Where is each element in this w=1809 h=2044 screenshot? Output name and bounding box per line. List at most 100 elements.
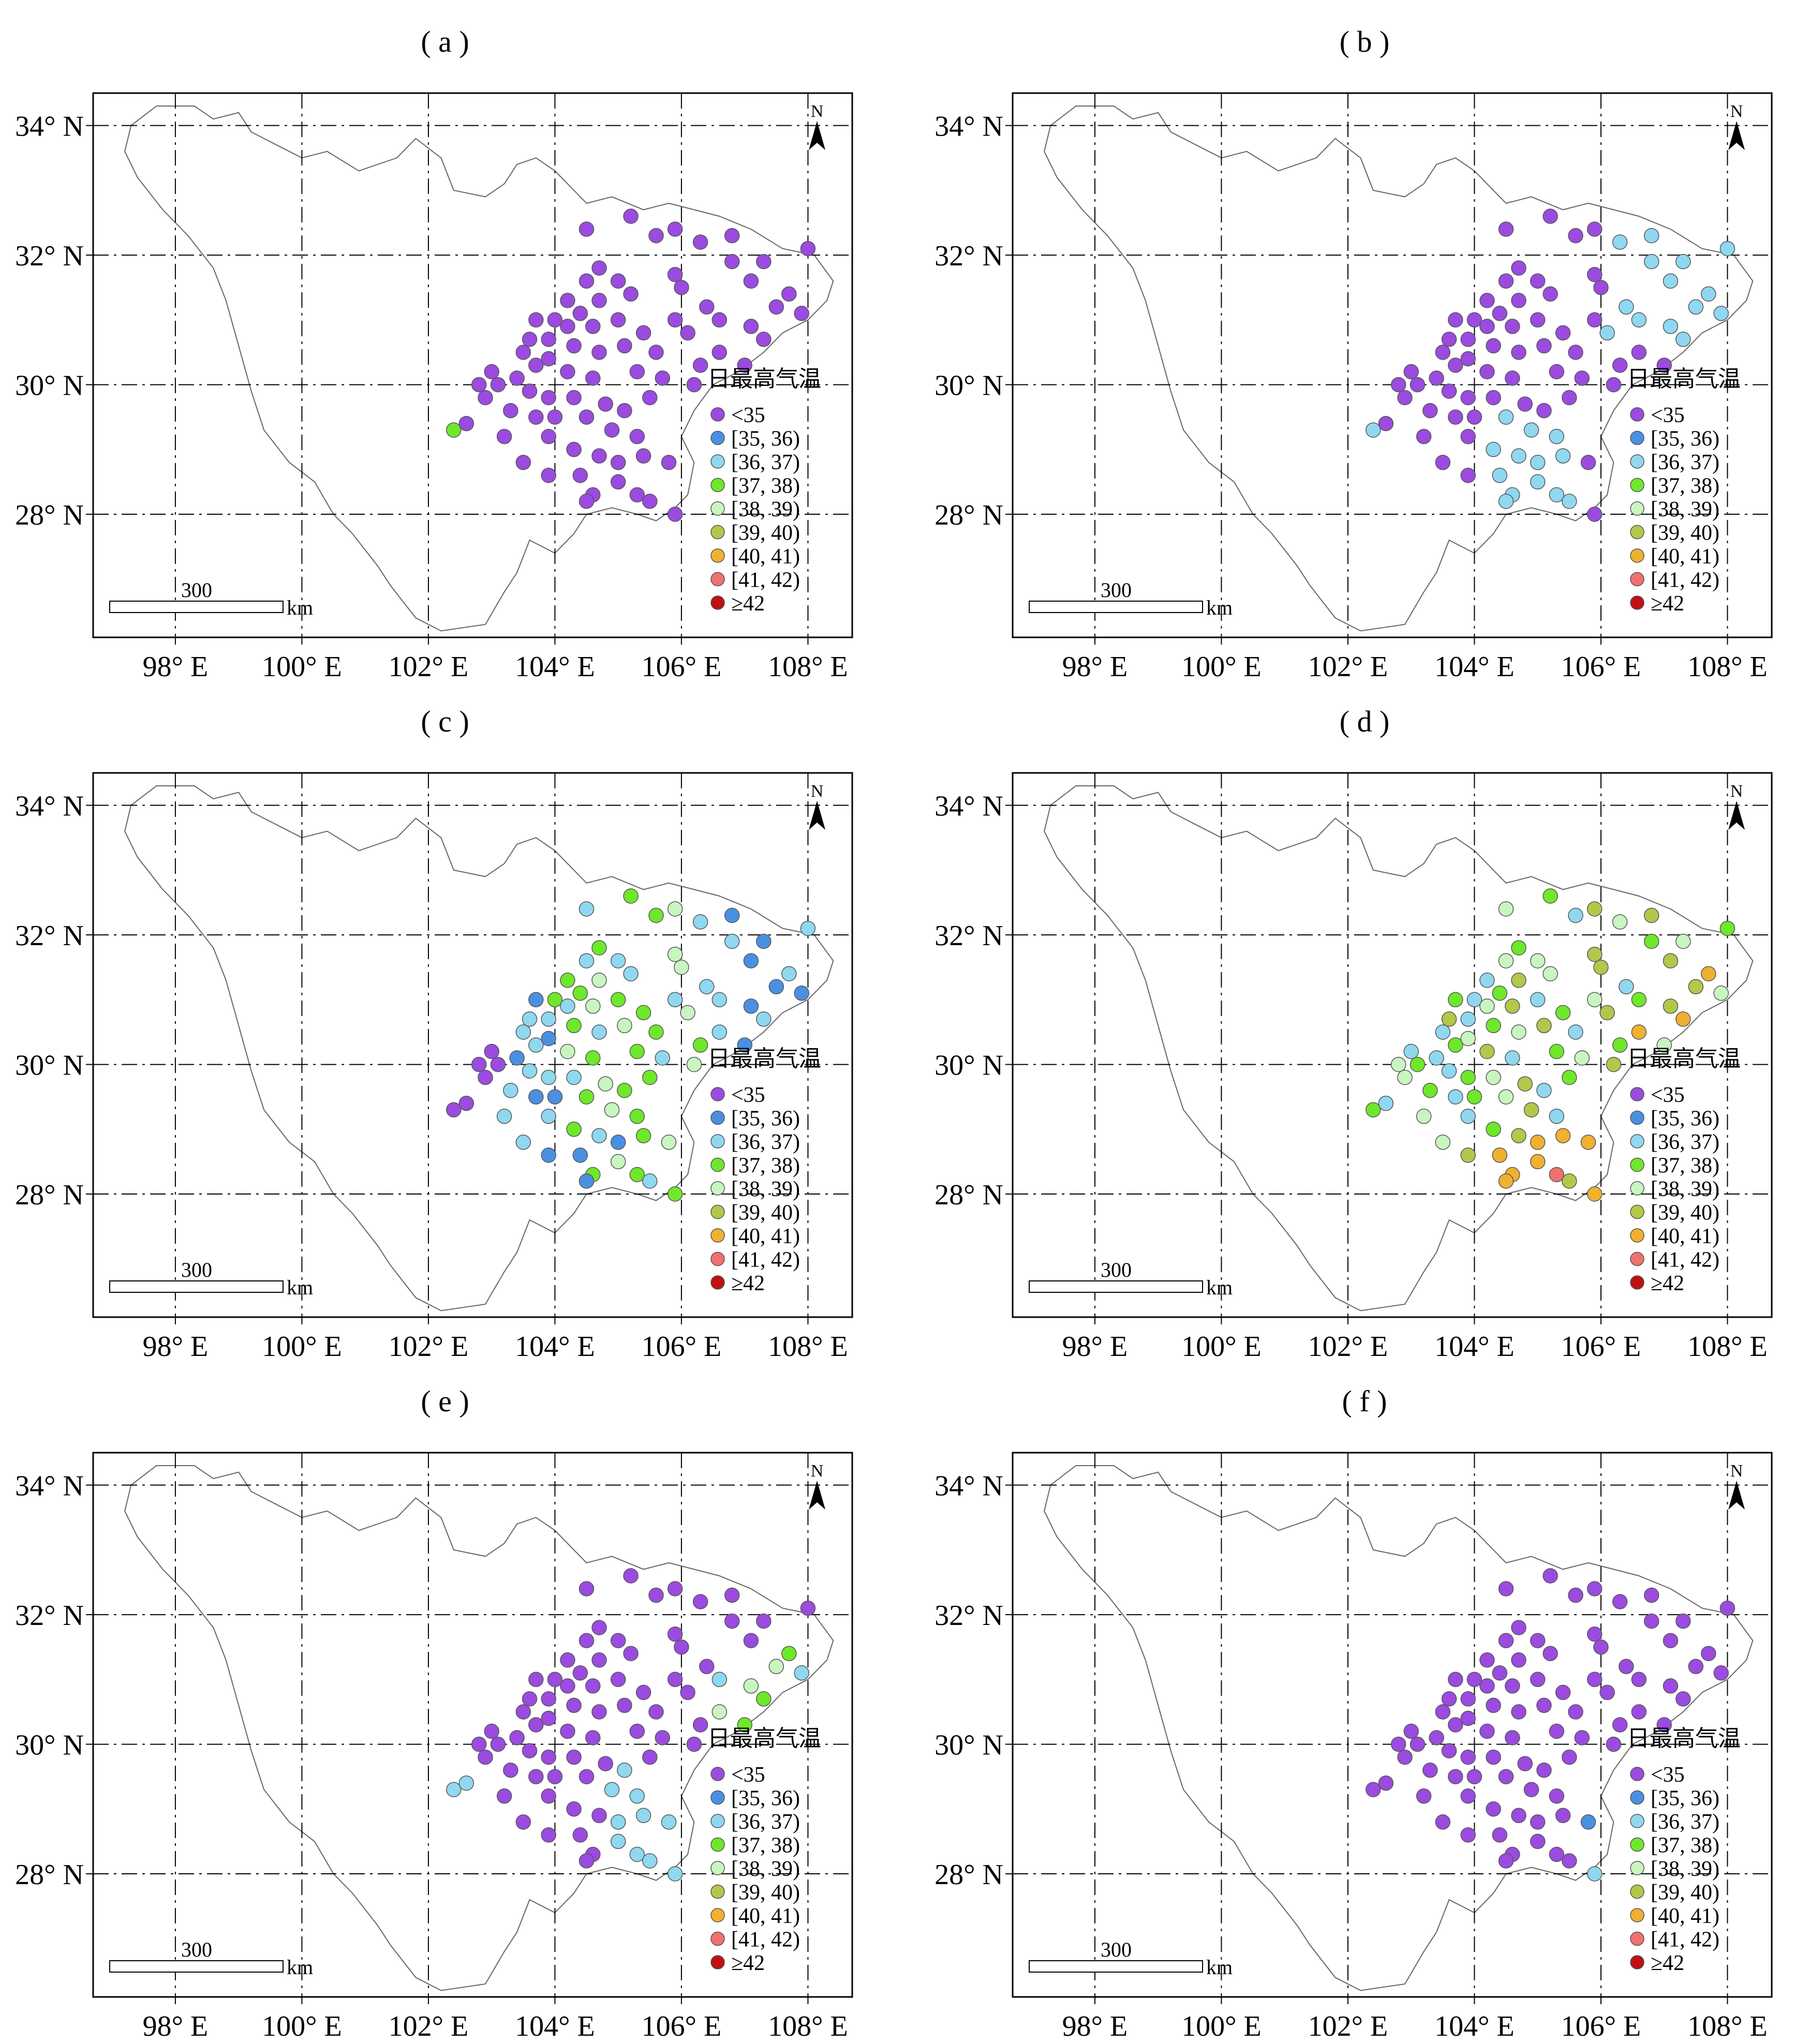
station-point	[1511, 1024, 1526, 1040]
lon-label: 108° E	[768, 2010, 848, 2042]
station-point	[1713, 986, 1729, 1001]
scale-unit: km	[287, 596, 313, 619]
station-point	[579, 1853, 595, 1869]
lon-label: 104° E	[515, 651, 595, 683]
station-point	[1460, 1011, 1476, 1027]
lon-label: 98° E	[143, 651, 209, 683]
panel-label: ( e )	[421, 1384, 469, 1418]
lon-label: 102° E	[1308, 2010, 1388, 2042]
station-point	[623, 966, 639, 981]
station-point	[1530, 1814, 1546, 1830]
station-point	[699, 299, 715, 315]
station-point	[566, 442, 582, 457]
station-point	[1448, 1037, 1463, 1053]
lat-label: 34° N	[15, 1470, 84, 1502]
station-point	[648, 1587, 664, 1603]
station-point	[1675, 332, 1691, 347]
station-point	[1460, 390, 1476, 406]
lat-label: 30° N	[15, 1050, 84, 1082]
legend-swatch	[710, 1134, 725, 1148]
station-point	[743, 1633, 759, 1648]
station-point	[667, 266, 683, 282]
station-point	[610, 992, 626, 1008]
lon-label: 100° E	[1181, 2010, 1262, 2042]
station-point	[667, 901, 683, 917]
station-point	[591, 1808, 607, 1824]
province-boundary	[124, 785, 834, 1311]
station-point	[1466, 1769, 1482, 1784]
station-point	[1643, 228, 1659, 244]
scale-label: 300	[181, 1938, 212, 1961]
station-point	[1612, 1594, 1628, 1609]
station-point	[1448, 992, 1463, 1008]
station-point	[1530, 1135, 1546, 1150]
station-point	[1586, 992, 1603, 1008]
legend-item-label: [38, 39)	[731, 1177, 800, 1201]
station-point	[1631, 1672, 1647, 1688]
station-point	[667, 946, 683, 962]
station-point	[617, 1762, 632, 1778]
legend-item-label: [40, 41)	[731, 1225, 800, 1248]
station-point	[667, 992, 683, 1008]
station-point	[579, 1633, 595, 1648]
legend-swatch	[1630, 1087, 1644, 1101]
station-point	[503, 1082, 518, 1098]
legend-item-label: [41, 42)	[1651, 1928, 1719, 1952]
legend-swatch	[710, 548, 725, 563]
station-point	[528, 992, 544, 1008]
legend-item-label: [40, 41)	[1651, 545, 1719, 569]
lat-label: 34° N	[935, 1470, 1003, 1502]
station-point	[515, 1024, 531, 1040]
legend-swatch	[710, 478, 725, 493]
station-point	[1586, 1186, 1603, 1202]
station-point	[724, 933, 740, 949]
lon-label: 108° E	[1687, 1331, 1768, 1363]
station-point	[756, 933, 772, 949]
station-point	[1523, 422, 1539, 438]
legend-swatch	[1630, 1814, 1644, 1828]
legend-swatch	[710, 1884, 725, 1899]
station-point	[1492, 1665, 1508, 1681]
station-point	[610, 474, 626, 490]
legend-swatch	[1630, 595, 1644, 610]
station-point	[572, 1147, 588, 1163]
station-point	[756, 332, 772, 347]
station-point	[579, 1581, 595, 1597]
station-point	[522, 1063, 538, 1079]
station-point	[522, 1011, 538, 1027]
scale-label: 300	[1101, 1938, 1132, 1961]
station-point	[617, 402, 632, 419]
scale-label: 300	[1101, 578, 1132, 602]
legend-item-label: [36, 37)	[1651, 451, 1719, 474]
station-point	[1555, 1808, 1571, 1824]
legend-item-label: [37, 38)	[731, 1834, 800, 1858]
station-point	[490, 1056, 506, 1072]
station-point	[1530, 1154, 1546, 1170]
lon-label: 102° E	[1308, 651, 1388, 683]
station-point	[1612, 1717, 1628, 1733]
station-point	[490, 1736, 506, 1752]
legend-swatch	[710, 1087, 725, 1101]
station-point	[1555, 1684, 1571, 1700]
legend-swatch	[710, 1251, 725, 1266]
station-point	[674, 959, 689, 975]
station-point	[585, 1050, 601, 1066]
station-point	[743, 998, 759, 1014]
station-point	[1435, 1704, 1451, 1720]
station-point	[1479, 998, 1495, 1014]
station-point	[686, 377, 702, 393]
station-point	[1543, 208, 1558, 224]
station-point	[585, 998, 601, 1014]
station-point	[503, 402, 518, 419]
scale-unit: km	[1206, 1956, 1233, 1979]
station-point	[768, 299, 784, 315]
legend-item-label: [41, 42)	[1651, 1248, 1719, 1272]
station-point	[1429, 1050, 1444, 1066]
station-point	[1586, 506, 1603, 522]
station-point	[1479, 1723, 1495, 1739]
station-point	[446, 1782, 462, 1797]
station-point	[604, 422, 620, 438]
station-point	[1460, 1069, 1476, 1085]
lon-label: 108° E	[768, 651, 848, 683]
legend-item-label: [39, 40)	[1651, 521, 1719, 545]
